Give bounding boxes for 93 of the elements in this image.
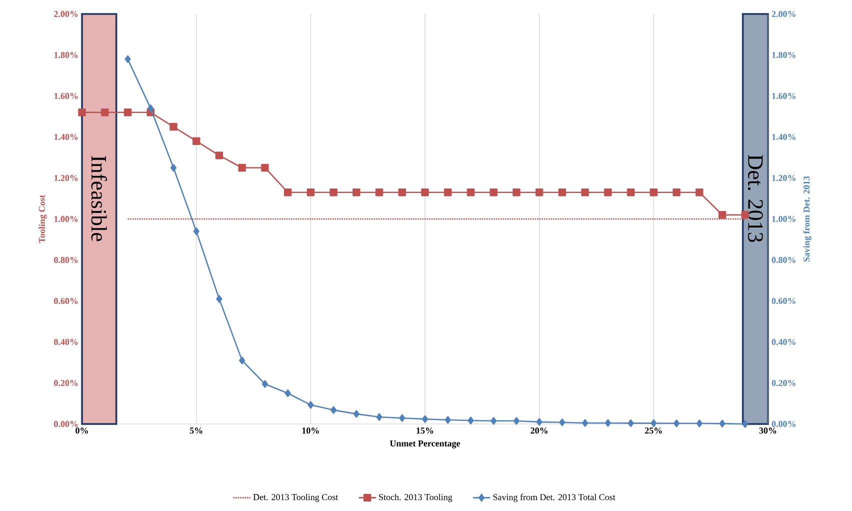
legend-label: Stoch. 2013 Tooling [379,494,452,502]
point [262,380,268,388]
point [490,417,497,425]
y-tick-label: 0.40% [54,338,78,346]
point [650,188,658,196]
y2-tick-label: 1.60% [772,92,796,100]
point [308,401,314,409]
point [148,104,154,112]
y-tick-label: 1.80% [54,52,78,58]
point [284,188,292,196]
y2-tick-label: 1.20% [772,174,796,182]
y-tick-label: 1.60% [54,92,78,100]
point [466,188,475,196]
x-tick-label: 25% [645,428,662,434]
point [284,389,291,398]
x-tick-label: 30% [759,428,776,434]
band-label: Infeasible [91,156,108,242]
y-tick-label: 0.80% [54,256,78,264]
x-tick-label: 15% [416,428,434,434]
y2-tick-label: 0.60% [772,298,796,304]
point [696,188,704,196]
point [101,108,109,116]
point [512,188,520,196]
y2-tick-label: 0.40% [772,338,796,346]
point [422,415,428,423]
point [238,164,246,172]
point [626,188,635,196]
x-tick-label: 20% [530,428,548,434]
y2-tick-label: 2.00% [772,10,796,18]
x-tick-label: 5% [190,428,202,434]
legend-label: Saving from Det. 2013 Total Cost [493,494,616,502]
point [375,188,384,196]
point [124,55,131,63]
y-tick-label: 1.40% [54,134,78,140]
point [604,419,611,427]
point [192,137,200,145]
point [261,164,269,172]
point [650,419,657,428]
point [306,188,315,196]
point [558,188,566,196]
point [742,420,748,428]
point [718,211,726,219]
point [376,413,382,421]
y2-tick-label: 1.80% [772,52,796,58]
point [444,416,451,424]
point [330,188,338,196]
legend-label: Det. 2013 Tooling Cost [253,494,338,502]
point [468,416,474,424]
point [78,108,86,116]
point [535,188,544,196]
y-tick-label: 1.00% [54,216,78,222]
point [444,188,452,196]
y-tick-label: 2.00% [54,10,78,18]
point [170,164,177,172]
point [536,418,542,426]
point [513,417,520,425]
point [604,188,612,196]
x-tick-label: 0% [76,428,88,434]
point [352,188,360,196]
y-tick-label: 0.20% [54,380,78,386]
band-label: Det. 2013 [748,154,763,242]
y-axis-title: Tooling Cost [38,194,47,244]
point [399,414,406,422]
y2-tick-label: 0.20% [772,380,796,386]
y-tick-label: 0.00% [54,420,78,428]
point [672,188,680,196]
point [719,420,726,428]
x-tick-label: 10% [302,428,319,434]
y2-axis-title: Saving from Det. 2013 [803,176,812,262]
point [490,188,498,196]
point [124,108,132,116]
y-tick-label: 1.20% [54,174,78,182]
y2-tick-label: 1.40% [772,134,796,140]
point [582,419,588,427]
point [330,406,337,414]
point [170,122,178,131]
point [559,418,566,426]
y2-tick-label: 1.00% [772,216,796,222]
point [193,227,200,236]
point [673,420,680,428]
point [628,419,634,428]
y-tick-label: 0.60% [54,298,78,304]
point [215,152,224,160]
point [581,188,589,196]
y2-tick-label: 0.80% [772,256,796,264]
point [421,188,429,196]
point [696,420,702,428]
y2-tick-label: 0.00% [772,420,796,428]
x-axis-title: Unmet Percentage [390,440,460,448]
point [398,188,406,196]
point [353,410,360,418]
point [216,295,222,303]
point [239,356,246,364]
